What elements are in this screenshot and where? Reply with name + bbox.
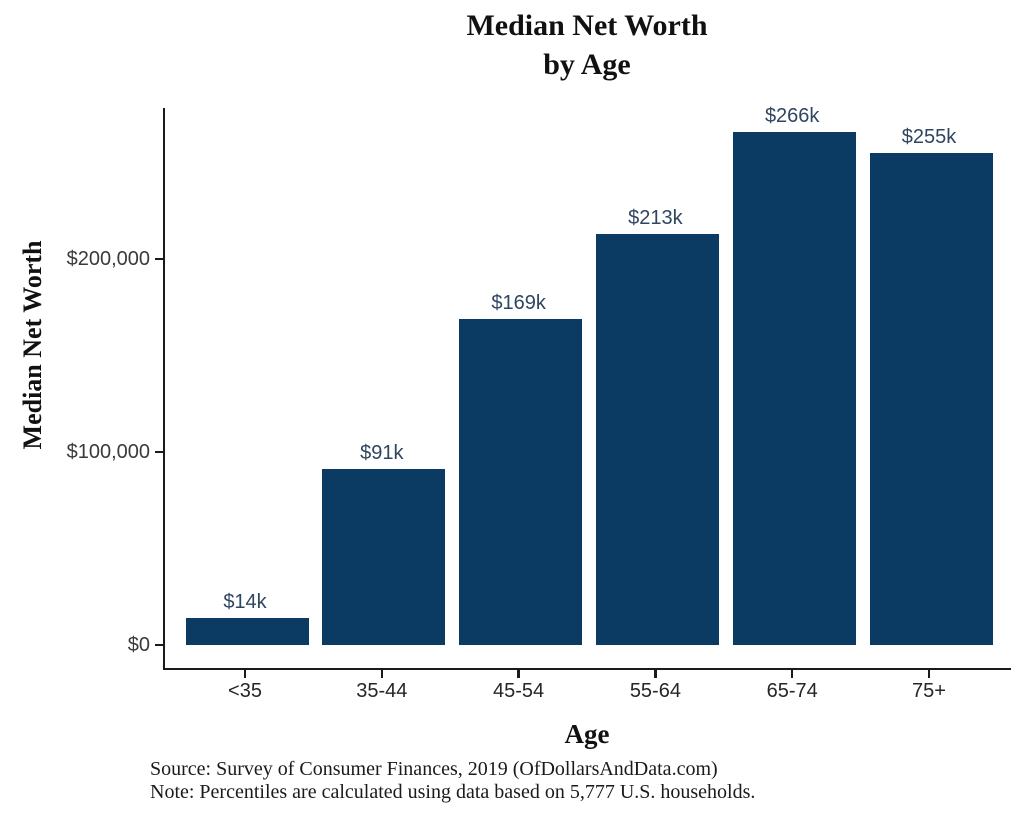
y-tick-mark (155, 257, 163, 261)
caption-source-line: Source: Survey of Consumer Finances, 201… (150, 758, 718, 780)
x-tick-label: 35-44 (356, 680, 408, 702)
bar (322, 469, 446, 645)
x-tick-label: 75+ (912, 680, 946, 702)
x-tick-mark (517, 670, 520, 678)
caption-note-line: Note: Percentiles are calculated using d… (150, 781, 756, 803)
bar (459, 318, 583, 645)
x-tick-mark (790, 670, 794, 678)
bar (185, 617, 309, 645)
bar (595, 233, 719, 645)
bar-value-label: $213k (628, 206, 683, 229)
y-tick-label: $0 (127, 634, 150, 656)
bar-value-label: $266k (764, 104, 820, 127)
bar (869, 152, 993, 645)
x-tick-mark (654, 670, 657, 678)
chart-title-line2: by Age (543, 48, 631, 81)
x-tick-label: <35 (228, 680, 262, 702)
chart-title-line1: Median Net Worth (466, 9, 708, 42)
x-tick-mark (380, 670, 384, 678)
y-tick-mark (155, 450, 163, 454)
x-tick-mark (927, 670, 931, 678)
x-tick-label: 55-64 (629, 680, 681, 702)
bar (732, 131, 856, 645)
x-tick-label: 65-74 (766, 680, 818, 702)
plot-panel (163, 108, 1011, 670)
x-tick-label: 45-54 (493, 680, 545, 702)
y-tick-label: $100,000 (66, 441, 150, 463)
x-tick-mark (243, 670, 247, 678)
bar-value-label: $255k (901, 125, 957, 148)
source-caption: Source: Survey of Consumer Finances, 201… (150, 758, 755, 804)
bar-value-label: $169k (491, 291, 546, 314)
y-axis-title: Median Net Worth (18, 240, 47, 450)
chart-title: Median Net Worth by Age (163, 6, 1011, 84)
bar-value-label: $14k (223, 590, 267, 613)
y-tick-mark (155, 643, 163, 647)
y-tick-label: $200,000 (66, 248, 150, 270)
x-axis-title: Age (564, 719, 610, 749)
bar-value-label: $91k (360, 442, 404, 465)
